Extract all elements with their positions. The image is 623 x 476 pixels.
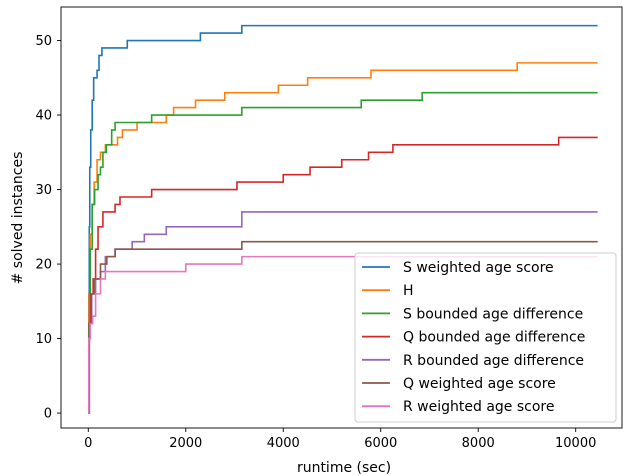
x-tick-label: 10000 bbox=[555, 436, 596, 451]
y-tick-label: 40 bbox=[35, 109, 52, 124]
x-tick-label: 6000 bbox=[364, 436, 397, 451]
x-axis: 0 2000 4000 6000 8000 10000 bbox=[84, 428, 596, 451]
y-axis-label: # solved instances bbox=[10, 152, 26, 285]
y-tick-label: 30 bbox=[35, 183, 52, 198]
plot-area bbox=[87, 24, 598, 414]
x-tick-label: 2000 bbox=[169, 436, 202, 451]
legend-entry: H bbox=[403, 283, 414, 299]
legend: S weighted age score H S bounded age diffe… bbox=[354, 252, 617, 423]
series-line-1 bbox=[87, 24, 598, 414]
x-tick-label: 0 bbox=[84, 436, 92, 451]
series-line-3 bbox=[88, 91, 598, 414]
y-tick-label: 20 bbox=[35, 258, 52, 273]
plot-frame bbox=[60, 6, 623, 429]
legend-entry: R bounded age difference bbox=[403, 353, 584, 369]
series-line-4 bbox=[88, 136, 598, 414]
legend-entry: S weighted age score bbox=[403, 260, 554, 276]
y-tick-label: 50 bbox=[35, 34, 52, 49]
x-axis-label: runtime (sec) bbox=[297, 460, 391, 476]
legend-entry: S bounded age difference bbox=[403, 306, 583, 322]
y-tick-label: 10 bbox=[35, 332, 52, 347]
y-tick-label: 0 bbox=[44, 407, 52, 422]
x-tick-label: 4000 bbox=[267, 436, 300, 451]
legend-entry: R weighted age score bbox=[403, 399, 554, 415]
series-line-7 bbox=[87, 255, 598, 414]
legend-entry: Q bounded age difference bbox=[403, 330, 585, 346]
x-tick-label: 8000 bbox=[462, 436, 495, 451]
legend-entry: Q weighted age score bbox=[403, 376, 556, 392]
y-axis: 0 10 20 30 40 50 bbox=[35, 34, 61, 422]
legend-box bbox=[354, 252, 617, 423]
